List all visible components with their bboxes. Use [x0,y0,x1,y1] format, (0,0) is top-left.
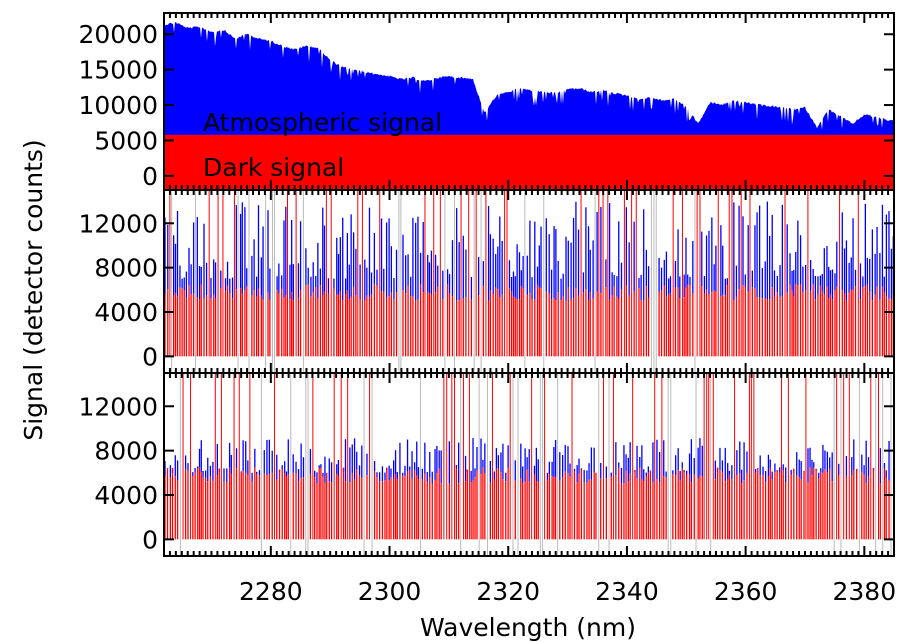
y-tick-label: 5000 [94,126,158,155]
y-tick-label: 15000 [78,56,158,85]
y-tick-label: 12000 [78,392,158,421]
panel-bottom: 0 4000 8000 12000 [78,372,895,557]
y-tick-label: 20000 [78,20,158,49]
x-tick-label: 2360 [714,577,778,606]
y-tick-label: 8000 [94,254,158,283]
series-dark-signal [164,134,894,190]
y-tick-label: 0 [142,342,158,371]
y-tick-label: 0 [142,525,158,554]
y-tick-label: 10000 [78,91,158,120]
y-tick-label: 0 [142,162,158,191]
x-tick-label: 2380 [833,577,897,606]
x-tick-label: 2320 [476,577,540,606]
annotation-atmospheric-signal: Atmospheric signal [203,108,442,137]
plot-area [164,22,894,190]
masked-channels [179,373,892,556]
x-axis-label: Wavelength (nm) [420,613,636,642]
annotation-dark-signal: Dark signal [203,153,344,182]
y-tick-label: 4000 [94,298,158,327]
panel-frame [163,372,895,557]
panel-top: 0 5000 10000 15000 20000 [78,12,895,191]
series-dark-signal [164,373,894,540]
series-dark-signal [164,190,894,357]
y-tick-label: 4000 [94,481,158,510]
series-atmospheric-signal [164,438,890,484]
masked-channels [171,190,696,373]
y-tick-label: 12000 [78,209,158,238]
panel-middle: 0 4000 8000 12000 [78,189,895,374]
y-tick-label: 8000 [94,437,158,466]
panel-frame [163,189,895,374]
x-tick-label: 2280 [239,577,303,606]
y-axis-label: Signal (detector counts) [19,139,48,440]
plot-area [164,190,894,373]
x-tick-labels: 2280 2300 2320 2340 2360 2380 [239,577,896,606]
plot-area [164,373,894,556]
x-tick-label: 2340 [595,577,659,606]
x-tick-label: 2300 [358,577,422,606]
series-atmospheric-signal [164,201,894,301]
